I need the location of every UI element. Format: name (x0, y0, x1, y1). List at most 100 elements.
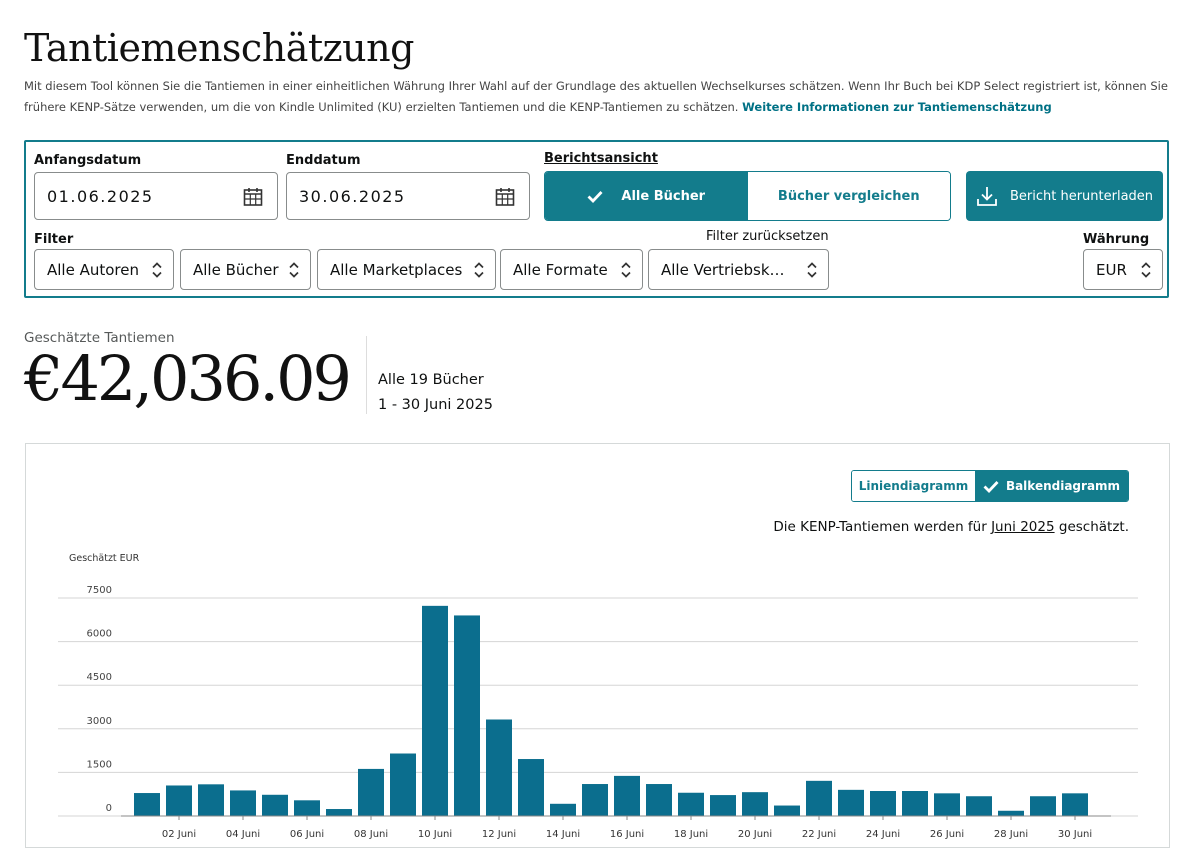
bar (230, 790, 256, 816)
bar (870, 791, 896, 816)
bar (294, 800, 320, 816)
currency-label: Währung (1083, 232, 1150, 247)
currency-select-value: EUR (1096, 261, 1127, 279)
download-report-label: Bericht herunterladen (1009, 188, 1154, 204)
y-tick-label: 3000 (87, 716, 112, 727)
calendar-icon[interactable] (243, 187, 263, 211)
summary-books: Alle 19 Bücher (378, 372, 484, 388)
channel-select[interactable]: Alle Vertriebsk… (648, 249, 829, 290)
intro-description: Mit diesem Tool können Sie die Tantiemen… (24, 79, 1168, 114)
chevron-up-down-icon (151, 261, 163, 283)
bar (166, 785, 192, 816)
line-chart-button[interactable]: Liniendiagramm (852, 471, 975, 501)
bar (582, 784, 608, 816)
bar (550, 803, 576, 816)
end-date-input[interactable]: 30.06.2025 (286, 172, 530, 220)
bar (358, 768, 384, 816)
end-date-label: Enddatum (286, 153, 361, 168)
start-date-value: 01.06.2025 (47, 187, 154, 206)
kenp-note-suffix: geschätzt. (1054, 519, 1129, 535)
intro-text: Mit diesem Tool können Sie die Tantiemen… (24, 76, 1174, 118)
bar (902, 791, 928, 816)
bar (966, 796, 992, 816)
reset-filters-link[interactable]: Filter zurücksetzen (706, 229, 829, 244)
check-icon (587, 190, 603, 203)
x-tick-label: 20 Juni (738, 829, 772, 840)
view-all-books-button[interactable]: Alle Bücher (545, 172, 748, 220)
bar (678, 792, 704, 816)
download-icon (977, 187, 997, 206)
bar (422, 605, 448, 816)
y-tick-label: 4500 (87, 672, 112, 683)
bar (934, 793, 960, 816)
chevron-up-down-icon (806, 261, 818, 283)
chevron-up-down-icon (620, 261, 632, 283)
kenp-note-prefix: Die KENP-Tantiemen werden für (773, 519, 992, 535)
bar (646, 784, 672, 816)
chart-type-toggle: Liniendiagramm Balkendiagramm (851, 470, 1129, 502)
bar (518, 759, 544, 816)
x-tick-label: 18 Juni (674, 829, 708, 840)
marketplace-select-value: Alle Marketplaces (330, 261, 463, 279)
bar (454, 615, 480, 816)
books-select[interactable]: Alle Bücher (180, 249, 311, 290)
bar (838, 789, 864, 816)
compare-books-label: Bücher vergleichen (777, 188, 920, 204)
bar (486, 719, 512, 816)
check-icon (983, 480, 999, 493)
bar-chart: 0 1500 3000 4500 6000 7500 02 Juni 04 Juni 06 Ju… (58, 585, 1138, 840)
bar (326, 809, 352, 816)
y-tick-label: 7500 (87, 585, 112, 596)
channel-select-value: Alle Vertriebsk… (661, 261, 785, 279)
end-date-value: 30.06.2025 (299, 187, 406, 206)
more-info-link[interactable]: Weitere Informationen zur Tantiemenschät… (742, 100, 1052, 114)
bar-chart-button[interactable]: Balkendiagramm (975, 471, 1128, 501)
books-select-value: Alle Bücher (193, 261, 279, 279)
view-all-books-label: Alle Bücher (621, 188, 706, 204)
kenp-note: Die KENP-Tantiemen werden für Juni 2025 … (773, 519, 1129, 535)
compare-books-button[interactable]: Bücher vergleichen (747, 172, 950, 220)
x-tick-label: 04 Juni (226, 829, 260, 840)
y-tick-label: 1500 (87, 759, 112, 770)
filter-label: Filter (34, 232, 74, 247)
bar (998, 810, 1024, 816)
estimated-royalties-label: Geschätzte Tantiemen (24, 330, 175, 346)
x-tick-label: 12 Juni (482, 829, 516, 840)
chevron-up-down-icon (1140, 261, 1152, 283)
x-tick-label: 14 Juni (546, 829, 580, 840)
calendar-icon[interactable] (495, 187, 515, 211)
bar (774, 805, 800, 816)
y-tick-label: 0 (106, 803, 112, 814)
bar (614, 775, 640, 816)
bar (198, 784, 224, 816)
x-tick-label: 06 Juni (290, 829, 324, 840)
start-date-input[interactable]: 01.06.2025 (34, 172, 278, 220)
x-tick-label: 28 Juni (994, 829, 1028, 840)
chevron-up-down-icon (288, 261, 300, 283)
y-tick-label: 6000 (87, 629, 112, 640)
report-view-toggle: Alle Bücher Bücher vergleichen (544, 171, 951, 221)
estimated-royalties-value: €42,036.09 (24, 342, 352, 415)
x-tick-label: 08 Juni (354, 829, 388, 840)
bar (806, 780, 832, 816)
filter-panel: Anfangsdatum 01.06.2025 Enddatum 30.06.2… (24, 140, 1169, 298)
x-tick-label: 26 Juni (930, 829, 964, 840)
bar-chart-label: Balkendiagramm (1005, 479, 1121, 493)
kenp-month-link[interactable]: Juni 2025 (991, 519, 1055, 535)
x-tick-label: 02 Juni (162, 829, 196, 840)
marketplace-select[interactable]: Alle Marketplaces (317, 249, 496, 290)
author-select[interactable]: Alle Autoren (34, 249, 174, 290)
royalty-chart-card: Liniendiagramm Balkendiagramm Die KENP-T… (25, 443, 1170, 848)
bar (134, 793, 160, 816)
format-select[interactable]: Alle Formate (500, 249, 643, 290)
page-title: Tantiemenschätzung (24, 26, 414, 70)
bar (1062, 793, 1088, 816)
summary-divider (366, 336, 367, 414)
y-axis-title: Geschätzt EUR (69, 553, 140, 564)
summary-date-range: 1 - 30 Juni 2025 (378, 397, 493, 413)
x-tick-label: 30 Juni (1058, 829, 1092, 840)
x-tick-label: 24 Juni (866, 829, 900, 840)
x-tick-label: 10 Juni (418, 829, 452, 840)
download-report-button[interactable]: Bericht herunterladen (966, 171, 1163, 221)
currency-select[interactable]: EUR (1083, 249, 1163, 290)
